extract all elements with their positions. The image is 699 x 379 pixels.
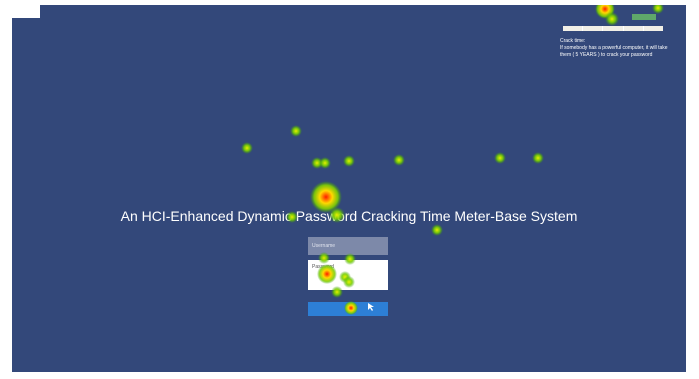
screen: Crack time: If somebody has a powerful c…	[12, 5, 686, 372]
heatmap-legend	[12, 5, 40, 18]
crack-message: If somebody has a powerful computer, it …	[560, 45, 668, 58]
gaze-points	[241, 5, 664, 315]
crack-panel: Crack time: If somebody has a powerful c…	[560, 38, 670, 59]
heatmap	[241, 5, 664, 315]
strength-badge	[632, 14, 656, 20]
cursor	[368, 303, 374, 311]
strength-bar	[563, 26, 664, 31]
page-title: An HCI-Enhanced Dynamic Password Crackin…	[120, 208, 578, 224]
username-field[interactable]: Username	[308, 237, 388, 255]
crack-heading: Crack time:	[560, 38, 586, 44]
